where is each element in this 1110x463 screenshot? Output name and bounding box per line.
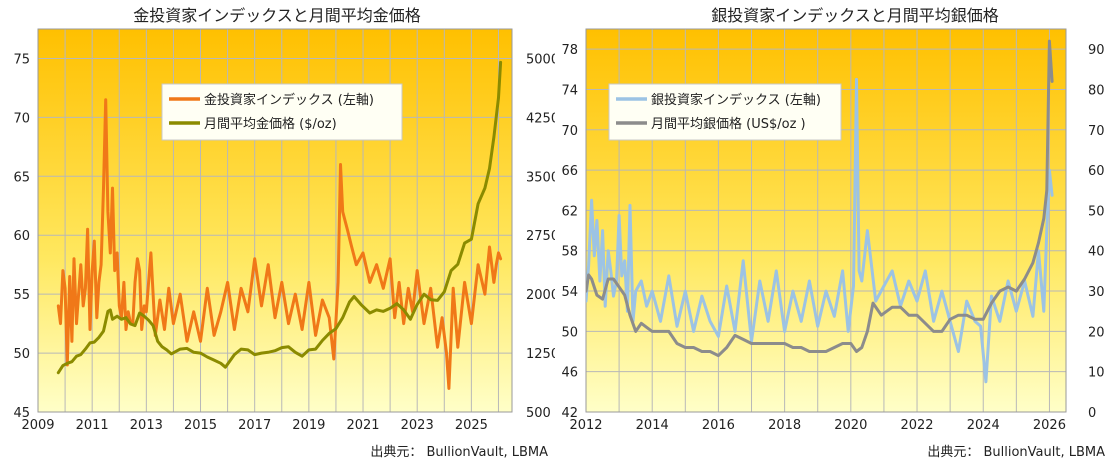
x-axis-tick-label: 2023 xyxy=(401,418,434,433)
left-axis-tick-label: 74 xyxy=(561,83,578,98)
x-axis-tick-label: 2024 xyxy=(967,418,1000,433)
source-note: 出典元： BullionVault, LBMA xyxy=(927,445,1105,460)
left-axis-tick-label: 66 xyxy=(561,164,578,179)
x-axis-tick-label: 2011 xyxy=(76,418,109,433)
source-note: 出典元： BullionVault, LBMA xyxy=(370,445,548,460)
left-axis-tick-label: 45 xyxy=(13,406,30,421)
chart-title: 銀投資家インデックスと月間平均銀価格 xyxy=(711,6,999,25)
right-axis-tick-label: 10 xyxy=(1088,366,1105,381)
left-axis-tick-label: 55 xyxy=(13,288,30,303)
x-axis-tick-label: 2013 xyxy=(130,418,163,433)
right-axis-tick-label: 4250 xyxy=(526,111,555,126)
left-axis-tick-label: 46 xyxy=(561,366,578,381)
right-axis-tick-label: 60 xyxy=(1088,164,1105,179)
legend-box xyxy=(608,83,842,141)
series-group xyxy=(56,60,503,390)
x-axis-tick-label: 2017 xyxy=(238,418,271,433)
right-axis-tick-label: 30 xyxy=(1088,285,1105,300)
x-axis-tick-label: 2022 xyxy=(900,418,933,433)
left-axis-tick-label: 50 xyxy=(561,325,578,340)
series-line-1 xyxy=(586,39,1054,358)
right-axis-tick-label: 2750 xyxy=(526,229,555,244)
left-axis-tick-label: 60 xyxy=(13,229,30,244)
right-axis-tick-label: 1250 xyxy=(526,347,555,362)
x-axis-tick-label: 2016 xyxy=(702,418,735,433)
x-axis-tick-label: 2025 xyxy=(455,418,488,433)
left-axis-tick-label: 50 xyxy=(13,347,30,362)
left-axis-tick-label: 70 xyxy=(13,111,30,126)
x-axis-tick-label: 2015 xyxy=(184,418,217,433)
left-axis-tick-label: 58 xyxy=(561,245,578,260)
left-axis-tick-label: 75 xyxy=(13,52,30,67)
right-axis-tick-label: 5000 xyxy=(526,52,555,67)
right-axis-tick-label: 20 xyxy=(1088,325,1105,340)
series-group xyxy=(586,39,1054,384)
left-axis-tick-label: 42 xyxy=(561,406,578,421)
right-axis-tick-label: 70 xyxy=(1088,124,1105,139)
x-axis-tick-label: 2019 xyxy=(292,418,325,433)
x-axis-tick-label: 2012 xyxy=(569,418,602,433)
chart-title: 金投資家インデックスと月間平均金価格 xyxy=(133,6,421,25)
right-axis-tick-label: 50 xyxy=(1088,204,1105,219)
gold-chart: 45 50 55 60 65 70 75 500 1250 2000 2750 3500 4250 500… xyxy=(13,6,555,460)
legend-box xyxy=(161,83,403,141)
series-line-0 xyxy=(586,77,1054,384)
left-axis-tick-label: 78 xyxy=(561,43,578,58)
x-axis-tick-label: 2014 xyxy=(636,418,669,433)
legend-label: 月間平均銀価格 (US$/oz ) xyxy=(651,116,806,132)
x-axis-tick-label: 2009 xyxy=(21,418,54,433)
right-axis-tick-label: 500 xyxy=(526,406,551,421)
series-line-0 xyxy=(56,98,503,390)
left-axis-tick-label: 70 xyxy=(561,124,578,139)
x-axis-tick-label: 2018 xyxy=(768,418,801,433)
x-axis-tick-label: 2021 xyxy=(346,418,379,433)
left-axis-tick-label: 65 xyxy=(13,170,30,185)
left-axis-tick-label: 54 xyxy=(561,285,578,300)
plot-border xyxy=(37,28,513,413)
right-axis-tick-label: 80 xyxy=(1088,83,1105,98)
x-axis-tick-label: 2026 xyxy=(1033,418,1066,433)
series-line-1 xyxy=(56,60,503,375)
legend-label: 月間平均金価格 ($/oz) xyxy=(204,116,337,132)
right-axis-tick-label: 3500 xyxy=(526,170,555,185)
left-axis-tick-label: 62 xyxy=(561,204,578,219)
silver-chart: 42 46 50 54 58 62 66 70 74 78 0 10 20 30 40 50 60 70 80 90 2… xyxy=(561,6,1105,460)
right-axis-tick-label: 90 xyxy=(1088,43,1105,58)
right-axis-tick-label: 0 xyxy=(1088,406,1096,421)
legend-label: 銀投資家インデックス (左軸) xyxy=(651,92,821,108)
right-axis-tick-label: 2000 xyxy=(526,288,555,303)
right-axis-tick-label: 40 xyxy=(1088,245,1105,260)
x-axis-tick-label: 2020 xyxy=(834,418,867,433)
plot-border xyxy=(585,28,1067,413)
legend-label: 金投資家インデックス (左軸) xyxy=(204,92,374,108)
